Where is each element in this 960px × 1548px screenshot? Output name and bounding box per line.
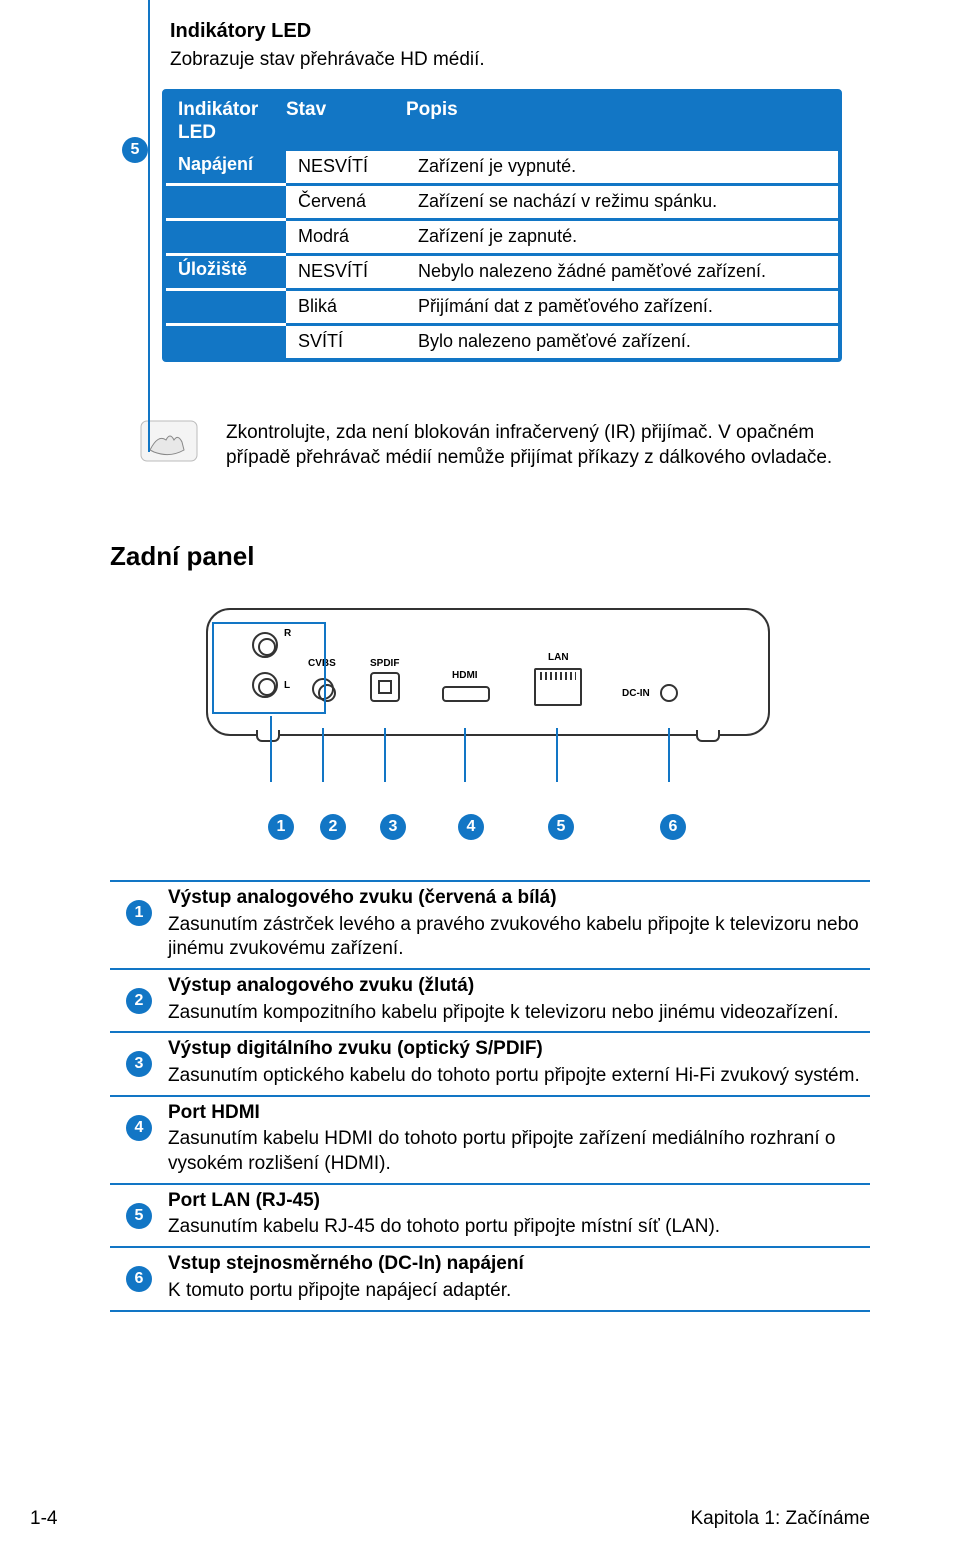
desc-title: Port LAN (RJ-45) bbox=[168, 1189, 864, 1214]
desc-body: Zasunutím optického kabelu do tohoto por… bbox=[168, 1065, 860, 1086]
desc-row: 4 Port HDMIZasunutím kabelu HDMI do toho… bbox=[110, 1097, 870, 1185]
callout-badge-5: 5 bbox=[122, 137, 148, 163]
desc-body: Zasunutím zástrček levého a pravého zvuk… bbox=[168, 914, 859, 960]
cell-desc: Zařízení se nachází v režimu spánku. bbox=[406, 188, 838, 215]
cell-indicator-empty bbox=[166, 291, 286, 323]
table-row: SVÍTÍ Bylo nalezeno paměťové zařízení. bbox=[166, 326, 838, 358]
cell-indicator-empty bbox=[166, 221, 286, 253]
port-label-lan: LAN bbox=[548, 652, 569, 663]
desc-row: 1 Výstup analogového zvuku (červená a bí… bbox=[110, 882, 870, 970]
cell-state: Modrá bbox=[286, 223, 406, 250]
desc-row: 2 Výstup analogového zvuku (žlutá) Zasunu… bbox=[110, 970, 870, 1033]
diagram-callout-2: 2 bbox=[320, 814, 346, 840]
desc-num-3: 3 bbox=[126, 1051, 152, 1077]
rear-panel-heading: Zadní panel bbox=[110, 541, 870, 572]
desc-num-6: 6 bbox=[126, 1266, 152, 1292]
desc-title: Výstup digitálního zvuku (optický S/PDIF… bbox=[168, 1037, 864, 1062]
cell-indicator: Napájení bbox=[166, 151, 286, 183]
port-label-dcin: DC-IN bbox=[622, 688, 650, 699]
diagram-callout-6: 6 bbox=[660, 814, 686, 840]
diagram-callout-3: 3 bbox=[380, 814, 406, 840]
led-section-subtitle: Zobrazuje stav přehrávače HD médií. bbox=[170, 49, 870, 71]
cell-desc: Přijímání dat z paměťového zařízení. bbox=[406, 293, 838, 320]
rear-panel-diagram: R L CVBS SPDIF HDMI LAN DC-IN bbox=[180, 608, 800, 798]
th-state: Stav bbox=[286, 99, 406, 145]
cell-desc: Nebylo nalezeno žádné paměťové zařízení. bbox=[406, 258, 838, 285]
th-desc: Popis bbox=[406, 99, 838, 145]
led-table-header: Indikátor LED Stav Popis bbox=[166, 93, 838, 151]
rear-description-table: 1 Výstup analogového zvuku (červená a bí… bbox=[110, 880, 870, 1312]
desc-body: Zasunutím kabelu RJ-45 do tohoto portu p… bbox=[168, 1216, 720, 1237]
highlight-box bbox=[212, 622, 326, 714]
desc-body: Zasunutím kompozitního kabelu připojte k… bbox=[168, 1002, 839, 1023]
cell-indicator-empty bbox=[166, 186, 286, 218]
desc-title: Port HDMI bbox=[168, 1101, 864, 1126]
cell-desc: Zařízení je vypnuté. bbox=[406, 153, 838, 180]
led-table: Indikátor LED Stav Popis Napájení NESVÍT… bbox=[162, 89, 842, 362]
desc-row: 3 Výstup digitálního zvuku (optický S/PD… bbox=[110, 1033, 870, 1096]
cell-state: SVÍTÍ bbox=[286, 328, 406, 355]
page-footer: 1-4 Kapitola 1: Začínáme bbox=[0, 1508, 960, 1530]
vertical-divider bbox=[148, 0, 150, 452]
desc-row: 5 Port LAN (RJ-45)Zasunutím kabelu RJ-45… bbox=[110, 1185, 870, 1248]
table-row: Napájení NESVÍTÍ Zařízení je vypnuté. bbox=[166, 151, 838, 183]
note-text: Zkontrolujte, zda není blokován infračer… bbox=[226, 420, 870, 471]
page-number: 1-4 bbox=[30, 1508, 57, 1530]
cell-desc: Zařízení je zapnuté. bbox=[406, 223, 838, 250]
desc-row: 6 Vstup stejnosměrného (DC-In) napájení K… bbox=[110, 1248, 870, 1311]
cell-indicator-empty bbox=[166, 326, 286, 358]
th-indicator: Indikátor LED bbox=[166, 99, 286, 145]
cell-state: Bliká bbox=[286, 293, 406, 320]
desc-title: Výstup analogového zvuku (žlutá) bbox=[168, 974, 864, 999]
cell-state: NESVÍTÍ bbox=[286, 153, 406, 180]
table-row: Úložiště NESVÍTÍ Nebylo nalezeno žádné p… bbox=[166, 256, 838, 288]
desc-body: K tomuto portu připojte napájecí adaptér… bbox=[168, 1280, 511, 1301]
port-label-hdmi: HDMI bbox=[452, 670, 478, 681]
table-row: Červená Zařízení se nachází v režimu spá… bbox=[166, 186, 838, 218]
desc-title: Výstup analogového zvuku (červená a bílá… bbox=[168, 886, 864, 911]
desc-title: Vstup stejnosměrného (DC-In) napájení bbox=[168, 1252, 864, 1277]
led-section-title: Indikátory LED bbox=[170, 20, 870, 43]
cell-indicator: Úložiště bbox=[166, 256, 286, 288]
desc-num-2: 2 bbox=[126, 988, 152, 1014]
diagram-callout-4: 4 bbox=[458, 814, 484, 840]
port-label-spdif: SPDIF bbox=[370, 658, 399, 669]
chapter-label: Kapitola 1: Začínáme bbox=[690, 1508, 870, 1530]
table-row: Modrá Zařízení je zapnuté. bbox=[166, 221, 838, 253]
cell-state: NESVÍTÍ bbox=[286, 258, 406, 285]
desc-num-1: 1 bbox=[126, 900, 152, 926]
diagram-callout-1: 1 bbox=[268, 814, 294, 840]
cell-state: Červená bbox=[286, 188, 406, 215]
table-row: Bliká Přijímání dat z paměťového zařízen… bbox=[166, 291, 838, 323]
desc-body: Zasunutím kabelu HDMI do tohoto portu př… bbox=[168, 1128, 835, 1174]
desc-num-4: 4 bbox=[126, 1115, 152, 1141]
desc-num-5: 5 bbox=[126, 1203, 152, 1229]
cell-desc: Bylo nalezeno paměťové zařízení. bbox=[406, 328, 838, 355]
diagram-callout-5: 5 bbox=[548, 814, 574, 840]
